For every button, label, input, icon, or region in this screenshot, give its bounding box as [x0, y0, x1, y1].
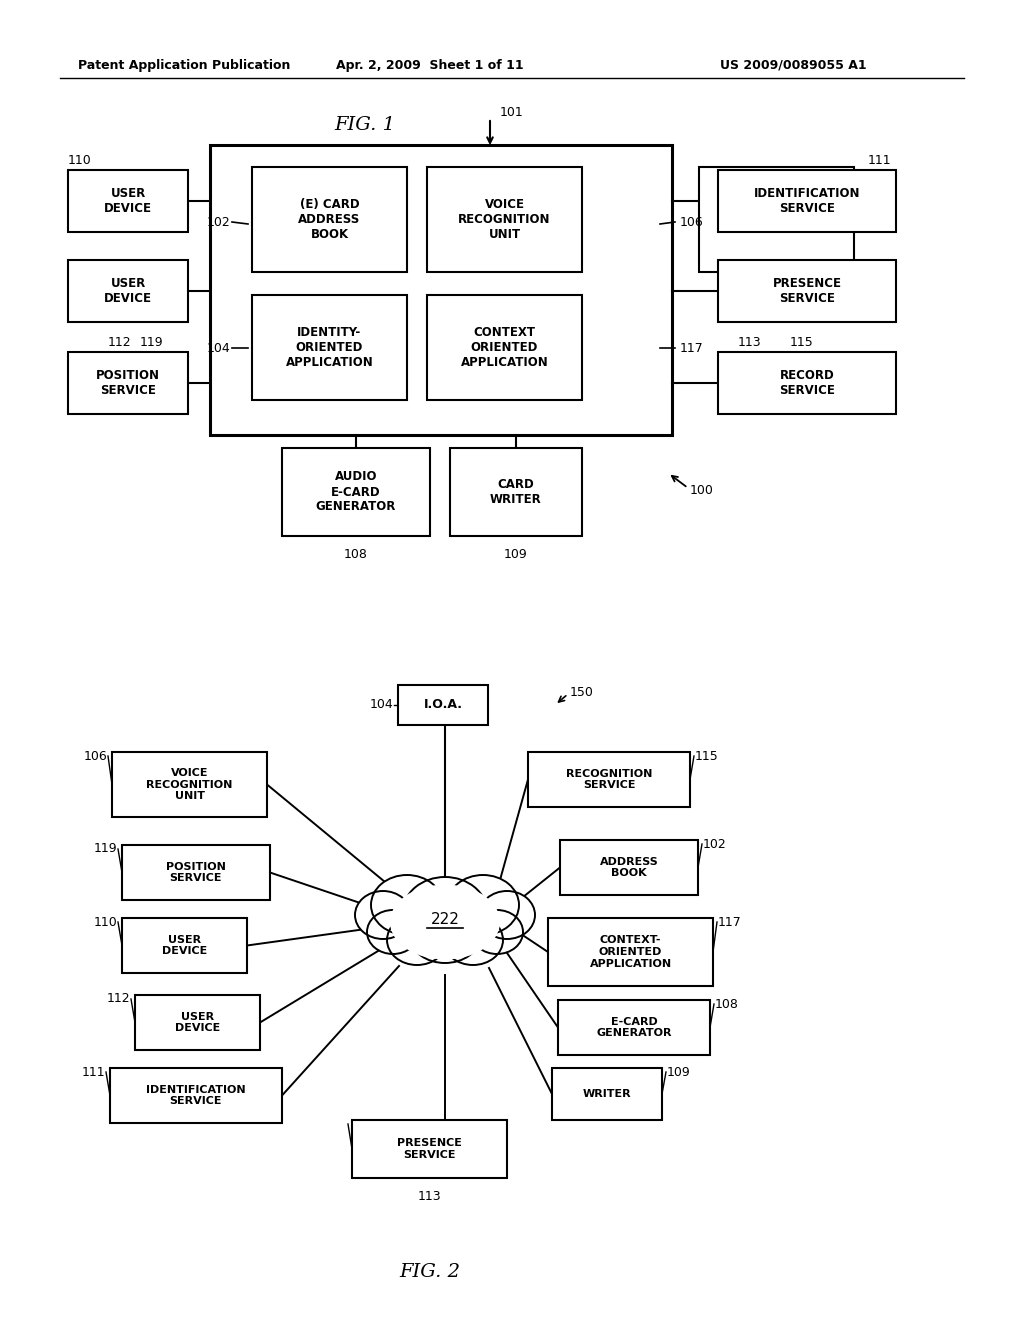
Text: USER
DEVICE: USER DEVICE — [104, 187, 152, 215]
Text: 104: 104 — [206, 342, 230, 355]
Bar — [560, 840, 698, 895]
Text: 108: 108 — [344, 548, 368, 561]
Text: USER
DEVICE: USER DEVICE — [162, 935, 207, 956]
Text: CONTEXT
ORIENTED
APPLICATION: CONTEXT ORIENTED APPLICATION — [461, 326, 549, 370]
Text: CARD
WRITER: CARD WRITER — [490, 478, 542, 506]
Text: VOICE
RECOGNITION
UNIT: VOICE RECOGNITION UNIT — [459, 198, 551, 242]
Text: RECOGNITION
SERVICE: RECOGNITION SERVICE — [566, 768, 652, 791]
Bar — [558, 1001, 710, 1055]
Ellipse shape — [367, 909, 419, 954]
Text: 102: 102 — [206, 215, 230, 228]
Bar — [282, 447, 430, 536]
Bar — [528, 752, 690, 807]
Text: 109: 109 — [504, 548, 528, 561]
Bar — [122, 845, 270, 900]
Text: 113: 113 — [738, 335, 762, 348]
Ellipse shape — [355, 891, 411, 939]
Text: 150: 150 — [570, 686, 594, 700]
Text: 106: 106 — [680, 215, 703, 228]
Ellipse shape — [390, 884, 500, 960]
Bar — [112, 752, 267, 817]
Text: POSITION
SERVICE: POSITION SERVICE — [166, 862, 226, 883]
Text: WRITER: WRITER — [583, 1089, 632, 1100]
Text: 111: 111 — [867, 153, 891, 166]
Ellipse shape — [471, 909, 523, 954]
Text: PRESENCE
SERVICE: PRESENCE SERVICE — [772, 277, 842, 305]
Text: Patent Application Publication: Patent Application Publication — [78, 58, 291, 71]
Bar — [110, 1068, 282, 1123]
Bar — [398, 685, 488, 725]
Text: PRESENCE
SERVICE: PRESENCE SERVICE — [397, 1138, 462, 1160]
Text: 117: 117 — [680, 342, 703, 355]
Text: FIG. 2: FIG. 2 — [399, 1263, 461, 1280]
Bar — [68, 260, 188, 322]
Text: Apr. 2, 2009  Sheet 1 of 11: Apr. 2, 2009 Sheet 1 of 11 — [336, 58, 524, 71]
Bar — [548, 917, 713, 986]
Text: 108: 108 — [715, 998, 739, 1011]
Text: 111: 111 — [81, 1065, 105, 1078]
Bar — [552, 1068, 662, 1119]
Text: USER
DEVICE: USER DEVICE — [104, 277, 152, 305]
Bar — [427, 168, 582, 272]
Text: 102: 102 — [703, 837, 727, 850]
Bar — [718, 170, 896, 232]
Text: FIG. 1: FIG. 1 — [335, 116, 395, 135]
Text: I.O.A.: I.O.A. — [424, 698, 463, 711]
Ellipse shape — [479, 891, 535, 939]
Ellipse shape — [403, 876, 487, 946]
Text: POSITION
SERVICE: POSITION SERVICE — [96, 370, 160, 397]
Text: 104: 104 — [370, 698, 393, 711]
Text: 101: 101 — [500, 106, 523, 119]
Bar — [352, 1119, 507, 1177]
Text: USER
DEVICE: USER DEVICE — [175, 1011, 220, 1034]
Text: 112: 112 — [108, 335, 132, 348]
Bar — [427, 294, 582, 400]
Text: AUDIO
E-CARD
GENERATOR: AUDIO E-CARD GENERATOR — [315, 470, 396, 513]
Text: IDENTIFICATION
SERVICE: IDENTIFICATION SERVICE — [754, 187, 860, 215]
Bar — [122, 917, 247, 973]
Bar — [68, 352, 188, 414]
Text: IDENTIFICATION
SERVICE: IDENTIFICATION SERVICE — [146, 1085, 246, 1106]
Text: 110: 110 — [68, 153, 92, 166]
Ellipse shape — [447, 875, 519, 935]
Ellipse shape — [411, 913, 479, 964]
Bar — [135, 995, 260, 1049]
Text: US 2009/0089055 A1: US 2009/0089055 A1 — [720, 58, 866, 71]
Text: (E) CARD
ADDRESS
BOOK: (E) CARD ADDRESS BOOK — [298, 198, 360, 242]
Text: VOICE
RECOGNITION
UNIT: VOICE RECOGNITION UNIT — [146, 768, 232, 801]
Text: 119: 119 — [93, 842, 117, 855]
Ellipse shape — [443, 915, 503, 965]
Text: 109: 109 — [667, 1065, 691, 1078]
Bar — [68, 170, 188, 232]
Text: 106: 106 — [83, 750, 106, 763]
Bar — [718, 260, 896, 322]
Text: CONTEXT-
ORIENTED
APPLICATION: CONTEXT- ORIENTED APPLICATION — [590, 936, 672, 969]
Text: ADDRESS
BOOK: ADDRESS BOOK — [600, 857, 658, 878]
Text: 115: 115 — [790, 335, 814, 348]
Text: 119: 119 — [140, 335, 164, 348]
Text: E-CARD
GENERATOR: E-CARD GENERATOR — [596, 1016, 672, 1039]
Bar — [699, 168, 854, 272]
Bar — [252, 294, 407, 400]
Text: 112: 112 — [106, 993, 130, 1006]
Bar — [718, 352, 896, 414]
Text: 222: 222 — [430, 912, 460, 928]
Text: 110: 110 — [93, 916, 117, 928]
Ellipse shape — [387, 915, 447, 965]
Text: 100: 100 — [690, 483, 714, 496]
Text: 115: 115 — [695, 750, 719, 763]
Text: 117: 117 — [718, 916, 741, 928]
Ellipse shape — [371, 875, 443, 935]
Text: IDENTITY-
ORIENTED
APPLICATION: IDENTITY- ORIENTED APPLICATION — [286, 326, 374, 370]
Bar — [210, 145, 672, 436]
Bar — [450, 447, 582, 536]
Bar — [252, 168, 407, 272]
Text: 113: 113 — [418, 1189, 441, 1203]
Text: RECORD
SERVICE: RECORD SERVICE — [779, 370, 835, 397]
